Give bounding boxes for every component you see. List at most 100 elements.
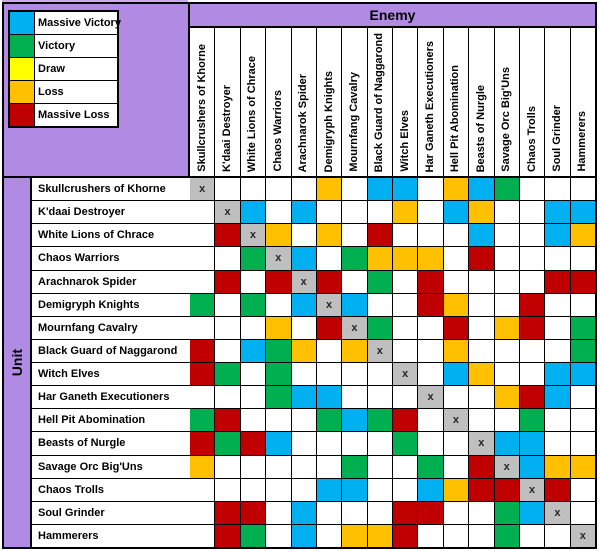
result-cell-r7c11[interactable] (443, 316, 469, 339)
result-cell-r13c3[interactable] (240, 455, 266, 478)
result-cell-r1c4[interactable] (266, 178, 291, 201)
result-cell-r15c5[interactable] (291, 501, 316, 524)
result-cell-r3c5[interactable] (291, 224, 316, 247)
diagonal-cell-r12c12[interactable]: x (469, 432, 494, 455)
result-cell-r1c3[interactable] (240, 178, 266, 201)
result-cell-r12c11[interactable] (443, 432, 469, 455)
result-cell-r7c3[interactable] (240, 316, 266, 339)
result-cell-r10c4[interactable] (266, 386, 291, 409)
result-cell-r4c5[interactable] (291, 247, 316, 270)
result-cell-r11c14[interactable] (519, 409, 545, 432)
result-cell-r12c14[interactable] (519, 432, 545, 455)
result-cell-r8c16[interactable] (570, 339, 595, 362)
result-cell-r16c4[interactable] (266, 524, 291, 547)
result-cell-r11c7[interactable] (342, 409, 367, 432)
result-cell-r1c6[interactable] (316, 178, 342, 201)
result-cell-r8c10[interactable] (418, 339, 443, 362)
result-cell-r16c3[interactable] (240, 524, 266, 547)
result-cell-r13c14[interactable] (519, 455, 545, 478)
result-cell-r15c13[interactable] (494, 501, 519, 524)
result-cell-r1c2[interactable] (215, 178, 240, 201)
result-cell-r1c15[interactable] (545, 178, 570, 201)
diagonal-cell-r6c6[interactable]: x (316, 293, 342, 316)
result-cell-r3c12[interactable] (469, 224, 494, 247)
result-cell-r6c11[interactable] (443, 293, 469, 316)
result-cell-r10c11[interactable] (443, 386, 469, 409)
result-cell-r12c4[interactable] (266, 432, 291, 455)
result-cell-r2c8[interactable] (367, 201, 392, 224)
result-cell-r15c11[interactable] (443, 501, 469, 524)
result-cell-r9c7[interactable] (342, 363, 367, 386)
result-cell-r2c14[interactable] (519, 201, 545, 224)
result-cell-r5c13[interactable] (494, 270, 519, 293)
result-cell-r15c12[interactable] (469, 501, 494, 524)
result-cell-r10c13[interactable] (494, 386, 519, 409)
result-cell-r3c8[interactable] (367, 224, 392, 247)
result-cell-r16c5[interactable] (291, 524, 316, 547)
result-cell-r3c1[interactable] (190, 224, 215, 247)
result-cell-r8c15[interactable] (545, 339, 570, 362)
result-cell-r1c9[interactable] (393, 178, 418, 201)
result-cell-r3c2[interactable] (215, 224, 240, 247)
result-cell-r7c14[interactable] (519, 316, 545, 339)
result-cell-r9c11[interactable] (443, 363, 469, 386)
result-cell-r8c6[interactable] (316, 339, 342, 362)
result-cell-r3c15[interactable] (545, 224, 570, 247)
result-cell-r9c6[interactable] (316, 363, 342, 386)
result-cell-r1c8[interactable] (367, 178, 392, 201)
result-cell-r10c5[interactable] (291, 386, 316, 409)
result-cell-r6c2[interactable] (215, 293, 240, 316)
diagonal-cell-r8c8[interactable]: x (367, 339, 392, 362)
result-cell-r5c3[interactable] (240, 270, 266, 293)
result-cell-r10c8[interactable] (367, 386, 392, 409)
result-cell-r16c9[interactable] (393, 524, 418, 547)
result-cell-r3c11[interactable] (443, 224, 469, 247)
result-cell-r16c8[interactable] (367, 524, 392, 547)
result-cell-r5c16[interactable] (570, 270, 595, 293)
diagonal-cell-r4c4[interactable]: x (266, 247, 291, 270)
result-cell-r2c16[interactable] (570, 201, 595, 224)
result-cell-r14c9[interactable] (393, 478, 418, 501)
result-cell-r14c6[interactable] (316, 478, 342, 501)
result-cell-r8c9[interactable] (393, 339, 418, 362)
result-cell-r4c14[interactable] (519, 247, 545, 270)
result-cell-r9c4[interactable] (266, 363, 291, 386)
result-cell-r9c8[interactable] (367, 363, 392, 386)
result-cell-r7c4[interactable] (266, 316, 291, 339)
result-cell-r1c13[interactable] (494, 178, 519, 201)
result-cell-r14c10[interactable] (418, 478, 443, 501)
result-cell-r4c6[interactable] (316, 247, 342, 270)
result-cell-r2c10[interactable] (418, 201, 443, 224)
result-cell-r15c9[interactable] (393, 501, 418, 524)
diagonal-cell-r9c9[interactable]: x (393, 363, 418, 386)
result-cell-r4c12[interactable] (469, 247, 494, 270)
result-cell-r12c10[interactable] (418, 432, 443, 455)
result-cell-r6c7[interactable] (342, 293, 367, 316)
result-cell-r3c6[interactable] (316, 224, 342, 247)
result-cell-r3c7[interactable] (342, 224, 367, 247)
result-cell-r11c12[interactable] (469, 409, 494, 432)
result-cell-r6c9[interactable] (393, 293, 418, 316)
result-cell-r8c4[interactable] (266, 339, 291, 362)
diagonal-cell-r5c5[interactable]: x (291, 270, 316, 293)
result-cell-r6c14[interactable] (519, 293, 545, 316)
result-cell-r13c10[interactable] (418, 455, 443, 478)
result-cell-r9c14[interactable] (519, 363, 545, 386)
result-cell-r14c13[interactable] (494, 478, 519, 501)
result-cell-r16c14[interactable] (519, 524, 545, 547)
result-cell-r7c13[interactable] (494, 316, 519, 339)
result-cell-r2c3[interactable] (240, 201, 266, 224)
result-cell-r12c3[interactable] (240, 432, 266, 455)
result-cell-r13c16[interactable] (570, 455, 595, 478)
result-cell-r11c8[interactable] (367, 409, 392, 432)
result-cell-r14c3[interactable] (240, 478, 266, 501)
result-cell-r5c12[interactable] (469, 270, 494, 293)
result-cell-r5c2[interactable] (215, 270, 240, 293)
result-cell-r16c12[interactable] (469, 524, 494, 547)
result-cell-r2c5[interactable] (291, 201, 316, 224)
result-cell-r9c10[interactable] (418, 363, 443, 386)
result-cell-r7c1[interactable] (190, 316, 215, 339)
result-cell-r4c10[interactable] (418, 247, 443, 270)
result-cell-r3c4[interactable] (266, 224, 291, 247)
result-cell-r9c1[interactable] (190, 363, 215, 386)
